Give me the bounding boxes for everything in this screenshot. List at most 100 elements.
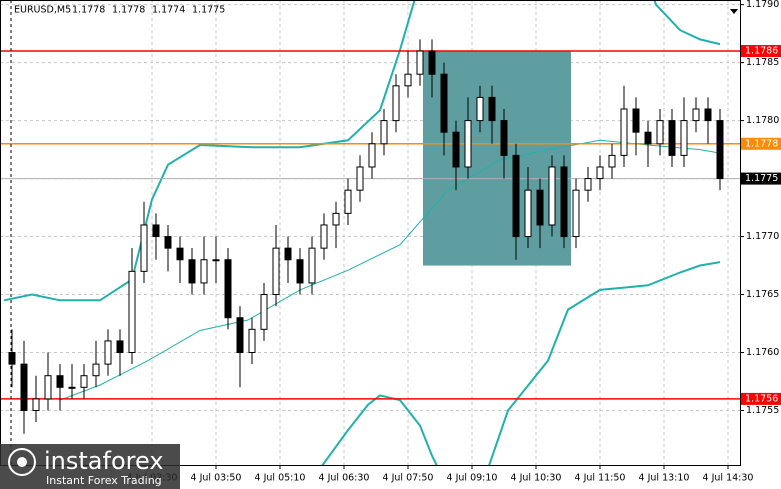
candle-body: [152, 224, 160, 238]
bollinger-band: [321, 261, 721, 465]
y-tick-label: 1.1780: [746, 115, 779, 126]
candle-body: [128, 270, 136, 354]
x-tick-label: 4 Jul 07:50: [383, 473, 434, 484]
candle-body: [56, 375, 64, 388]
x-tick-label: 4 Jul 06:30: [319, 473, 370, 484]
watermark: instaforex Instant Forex Trading: [0, 444, 180, 489]
candle-body: [368, 143, 376, 168]
level-label: 1.1756: [745, 393, 778, 404]
candle-body: [44, 375, 52, 400]
candle-body: [464, 120, 472, 168]
ohlc-value: 1.1778: [112, 5, 145, 16]
ohlc-header: 1.1778 1.1778 1.1774 1.1775: [72, 5, 225, 16]
x-tick-label: 4 Jul 03:50: [191, 473, 242, 484]
candle-body: [188, 259, 196, 284]
candle-body: [476, 96, 484, 122]
level-label-bg: [741, 392, 781, 405]
candle-body: [236, 317, 244, 354]
scroll-arrow: [730, 9, 738, 14]
level-label-bg: [741, 45, 781, 58]
level-label: 1.1778: [745, 138, 778, 149]
candle-body: [488, 96, 496, 122]
plot-frame: [0, 0, 741, 466]
watermark-icon-core: [17, 457, 27, 467]
candle-body: [296, 259, 304, 284]
candle-body: [644, 131, 652, 145]
level-label: 1.1786: [745, 46, 778, 57]
candle-body: [344, 189, 352, 214]
candle-body: [404, 73, 412, 87]
candle-body: [224, 259, 232, 319]
x-tick-label: 4 Jul 05:10: [255, 473, 306, 484]
symbol: EURUSD,M5: [14, 5, 71, 16]
x-tick-label: 4 Jul 14:30: [703, 473, 754, 484]
candle-body: [572, 189, 580, 238]
candle-body: [596, 166, 604, 180]
y-tick-label: 1.1765: [746, 289, 779, 300]
candle-body: [416, 50, 424, 75]
candle-body: [656, 120, 664, 145]
candle-body: [452, 131, 460, 168]
zone-rect: [423, 51, 571, 266]
candle-body: [212, 259, 220, 262]
candle-body: [356, 166, 364, 191]
plot-area: [0, 0, 740, 465]
candle-body: [716, 120, 724, 180]
candle-body: [428, 50, 436, 75]
candle-body: [116, 340, 124, 354]
candle-body: [608, 154, 616, 168]
candle-body: [176, 247, 184, 261]
level-label-bg: [741, 172, 781, 185]
x-tick-label: 4 Jul 10:30: [511, 473, 562, 484]
candle-body: [248, 328, 256, 354]
x-tick-label: 4 Jul 09:10: [447, 473, 498, 484]
level-label: 1.1775: [745, 173, 778, 184]
candle-body: [500, 120, 508, 156]
candle-body: [332, 212, 340, 226]
candle-body: [584, 178, 592, 191]
level-label-bg: [741, 137, 781, 150]
candle-body: [32, 398, 40, 411]
candle-body: [392, 85, 400, 122]
grid-layer: [0, 0, 740, 465]
candle-body: [20, 363, 28, 411]
bollinger-band: [3, 0, 721, 302]
candle-body: [632, 108, 640, 133]
candle-body: [680, 120, 688, 156]
candle-body: [140, 224, 148, 272]
x-tick-label: 4 Jul 13:10: [639, 473, 690, 484]
candle-body: [80, 375, 88, 388]
ohlc-value: 1.1778: [72, 5, 105, 16]
watermark-icon: [8, 448, 36, 476]
candle-body: [260, 294, 268, 330]
candle-body: [512, 154, 520, 238]
candle-body: [104, 340, 112, 365]
bollinger-band: [59, 139, 721, 401]
candle-body: [440, 73, 448, 133]
candle-body: [692, 108, 700, 122]
y-tick-label: 1.1790: [746, 0, 779, 10]
watermark-brand: instaforex: [44, 447, 164, 475]
ohlc-value: 1.1775: [192, 5, 225, 16]
watermark-tagline: Instant Forex Trading: [46, 474, 162, 487]
y-tick-label: 1.1770: [746, 231, 779, 242]
candle-body: [284, 247, 292, 261]
x-tick-label: 4 Jul 11:50: [575, 473, 626, 484]
candle-body: [320, 224, 328, 249]
y-tick-label: 1.1760: [746, 347, 779, 358]
candle-body: [620, 108, 628, 156]
ohlc-value: 1.1774: [152, 5, 185, 16]
candle-body: [164, 236, 172, 249]
candle-body: [668, 120, 676, 156]
candle-body: [272, 247, 280, 296]
y-tick-label: 1.1755: [746, 405, 779, 416]
candle-body: [536, 189, 544, 226]
candle-body: [308, 247, 316, 284]
candle-body: [68, 386, 76, 389]
candle-body: [92, 363, 100, 377]
candle-body: [560, 166, 568, 238]
candle-body: [704, 108, 712, 122]
y-tick-label: 1.1785: [746, 57, 779, 68]
